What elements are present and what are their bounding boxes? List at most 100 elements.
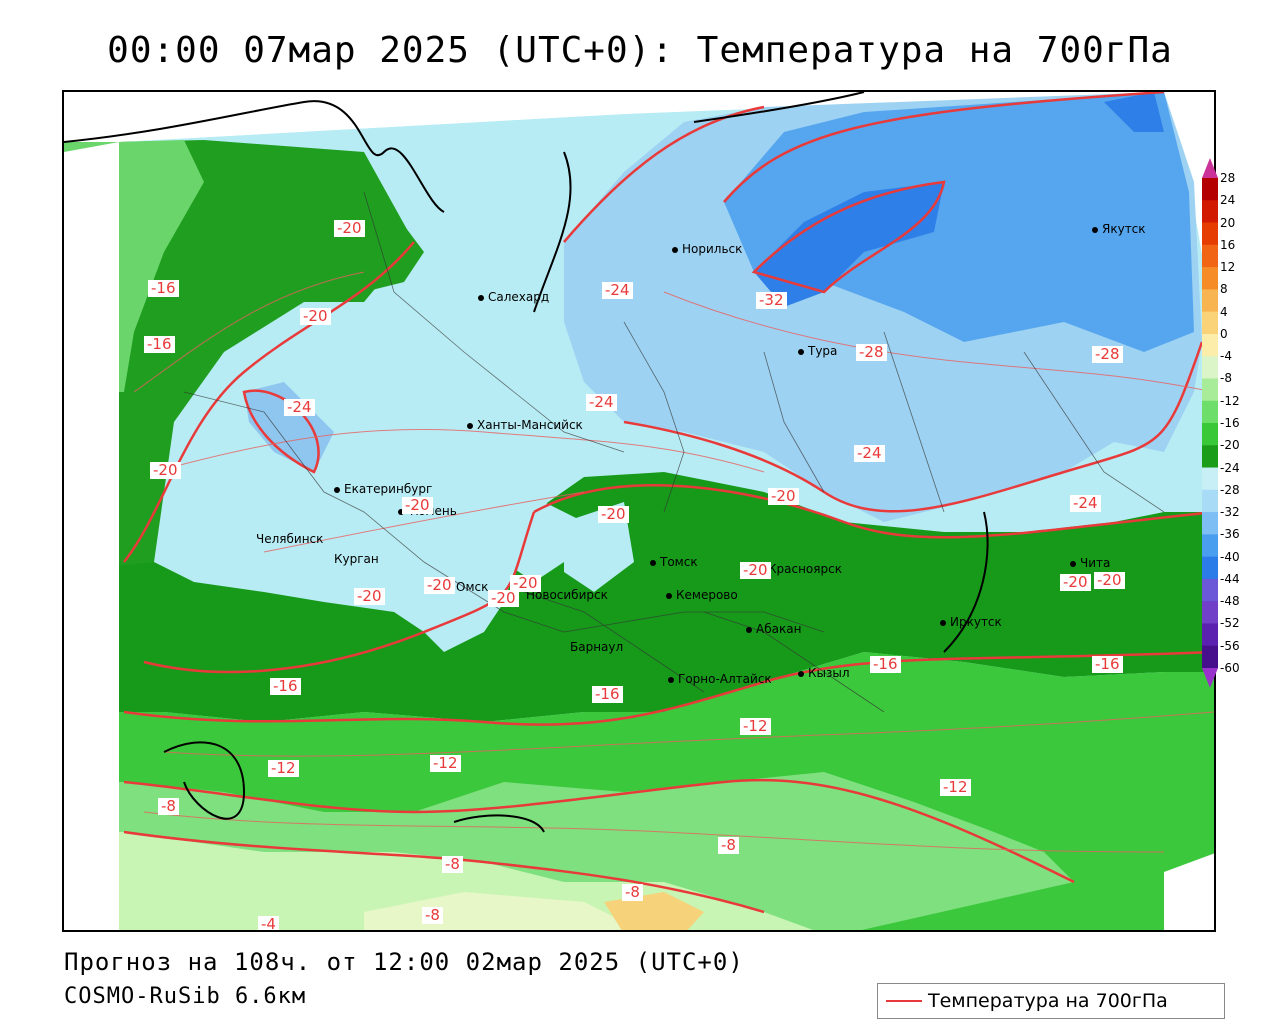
colorbar-segment	[1202, 556, 1218, 580]
contour-label: -8	[158, 798, 179, 815]
city-irkutsk: Иркутск	[940, 615, 1002, 629]
colorbar-top-arrow	[1202, 158, 1218, 178]
colorbar-segment	[1202, 423, 1218, 446]
colorbar-tick-label: 8	[1220, 282, 1228, 297]
city-gorno-altaysk: Горно-Алтайск	[668, 672, 772, 686]
colorbar-segment	[1202, 178, 1218, 201]
contour-label: -12	[268, 760, 299, 777]
contour-label: -8	[422, 907, 443, 924]
colorbar-segment	[1202, 623, 1218, 647]
colorbar-segment	[1202, 467, 1218, 491]
colorbar-segment	[1202, 512, 1218, 535]
colorbar-segment	[1202, 445, 1218, 469]
contour-label: -20	[424, 577, 455, 594]
colorbar-tick-label: 24	[1220, 193, 1236, 208]
contour-label: -16	[1092, 656, 1123, 673]
city-norilsk: Норильск	[672, 242, 742, 256]
colorbar-tick-label: -20	[1220, 438, 1240, 453]
contour-label: -16	[592, 686, 623, 703]
colorbar	[1202, 158, 1218, 688]
colorbar-segment	[1202, 356, 1218, 379]
forecast-info: Прогноз на 108ч. от 12:00 02мар 2025 (UT…	[64, 948, 744, 976]
colorbar-segment	[1202, 601, 1218, 624]
colorbar-tick-label: -60	[1220, 661, 1240, 675]
colorbar-tick-label: 28	[1220, 171, 1236, 185]
colorbar-tick-label: -12	[1220, 393, 1240, 408]
contour-label: -24	[854, 445, 885, 462]
map-area[interactable]: Норильск Якутск Салехард Тура Ханты-Манс…	[62, 90, 1216, 932]
contour-label: -8	[622, 884, 643, 901]
colorbar-tick-label: -56	[1220, 638, 1240, 653]
contour-label: -8	[718, 837, 739, 854]
colorbar-bottom-arrow	[1202, 668, 1218, 688]
colorbar-tick-label: -4	[1220, 349, 1232, 364]
city-yekaterinburg: Екатеринбург	[334, 482, 432, 496]
colorbar-tick-label: -52	[1220, 616, 1240, 631]
colorbar-tick-label: -28	[1220, 482, 1240, 497]
colorbar-tick-label: -36	[1220, 527, 1240, 542]
colorbar-segment	[1202, 333, 1218, 357]
colorbar-segment	[1202, 267, 1218, 290]
colorbar-tick-label: -8	[1220, 371, 1232, 386]
contour-label: -24	[586, 394, 617, 411]
city-omsk: Омск	[456, 580, 489, 594]
contour-label: -20	[402, 497, 433, 514]
city-khanty-mansiysk: Ханты-Мансийск	[467, 418, 583, 432]
legend: Температура на 700гПа	[877, 983, 1225, 1019]
contour-label: -20	[510, 575, 541, 592]
colorbar-tick-label: -24	[1220, 460, 1240, 475]
city-kurgan: Курган	[334, 552, 379, 566]
city-chelyabinsk: Челябинск	[256, 532, 324, 546]
city-salekhard: Салехард	[478, 290, 549, 304]
colorbar-tick-label: -44	[1220, 571, 1240, 586]
contour-label: -24	[284, 399, 315, 416]
city-yakutsk: Якутск	[1092, 222, 1146, 236]
contour-label: -20	[768, 488, 799, 505]
city-tomsk: Томск	[650, 555, 698, 569]
contour-label: -20	[150, 462, 181, 479]
contour-label: -20	[598, 506, 629, 523]
colorbar-segment	[1202, 578, 1218, 602]
city-kyzyl: Кызыл	[798, 666, 850, 680]
contour-label: -16	[148, 280, 179, 297]
legend-label: Температура на 700гПа	[928, 990, 1168, 1012]
city-kemerovo: Кемерово	[666, 588, 738, 602]
contour-label: -32	[756, 292, 787, 309]
contour-label: -12	[740, 718, 771, 735]
city-krasnoyarsk: Красноярск	[758, 562, 842, 576]
colorbar-segment	[1202, 534, 1218, 558]
colorbar-segment	[1202, 311, 1218, 335]
contour-label: -24	[1070, 495, 1101, 512]
contour-label: -12	[430, 755, 461, 772]
colorbar-tick-label: -32	[1220, 505, 1240, 520]
colorbar-segment	[1202, 244, 1218, 268]
colorbar-segment	[1202, 400, 1218, 424]
colorbar-segment	[1202, 200, 1218, 224]
contour-label: -28	[1092, 346, 1123, 363]
map-title: 00:00 07мар 2025 (UTC+0): Температура на…	[107, 30, 1173, 71]
colorbar-segment	[1202, 645, 1218, 669]
contour-label: -28	[856, 344, 887, 361]
city-chita: Чита	[1070, 556, 1110, 570]
city-barnaul: Барнаул	[570, 640, 624, 654]
model-name: COSMO-RuSib 6.6км	[64, 984, 307, 1009]
colorbar-tick-label: -48	[1220, 594, 1240, 609]
contour-label: -20	[488, 590, 519, 607]
colorbar-tick-label: -40	[1220, 549, 1240, 564]
colorbar-tick-label: 16	[1220, 237, 1236, 252]
contour-label: -20	[1094, 572, 1125, 589]
contour-label: -20	[740, 562, 771, 579]
legend-line-icon	[886, 1000, 922, 1002]
temperature-field	[64, 92, 1214, 930]
contour-label: -20	[300, 308, 331, 325]
city-abakan: Абакан	[746, 622, 801, 636]
contour-label: -20	[354, 588, 385, 605]
contour-label: -8	[442, 856, 463, 873]
contour-label: -4	[258, 916, 279, 930]
contour-label: -24	[602, 282, 633, 299]
city-novosibirsk: Новосибирск	[526, 588, 608, 602]
colorbar-segment	[1202, 378, 1218, 402]
city-tura: Тура	[798, 344, 837, 358]
colorbar-segment	[1202, 489, 1218, 513]
contour-label: -16	[870, 656, 901, 673]
